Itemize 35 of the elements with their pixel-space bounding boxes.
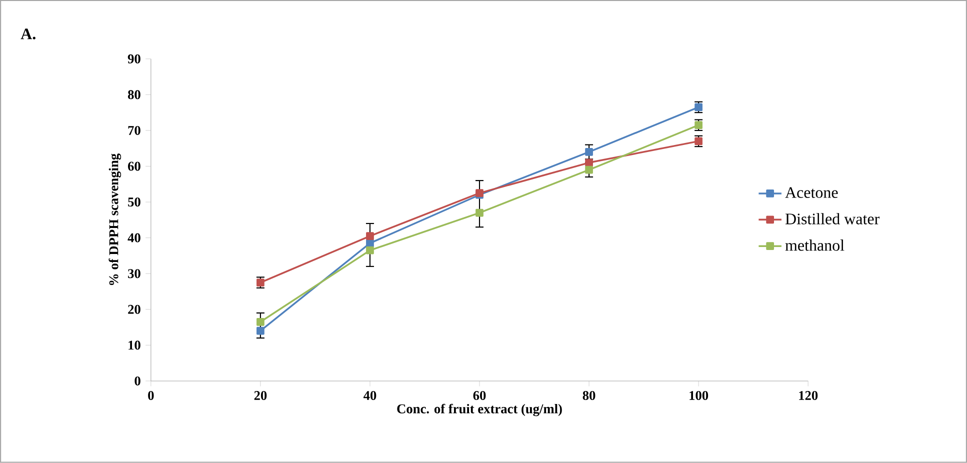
point	[694, 137, 702, 146]
point	[256, 278, 264, 287]
point	[694, 121, 702, 130]
x-tick-label: 20	[254, 391, 267, 400]
point	[366, 246, 374, 254]
point	[694, 103, 702, 112]
y-tick-label: 20	[128, 304, 140, 314]
point	[585, 148, 593, 156]
y-tick-label: 30	[128, 269, 140, 278]
y-tick-label: 60	[128, 162, 140, 171]
x-tick-label: 0	[148, 391, 154, 400]
point	[366, 232, 374, 240]
y-tick-label: 40	[128, 233, 140, 242]
y-tick-label: 0	[134, 376, 140, 386]
legend-label: methanol	[785, 240, 844, 251]
y-tick-label: 70	[128, 126, 140, 136]
point	[256, 327, 264, 335]
x-axis-title: Conc. of fruit extract (ug/ml)	[397, 404, 562, 416]
legend-label: Acetone	[785, 187, 838, 198]
x-tick-label: 120	[799, 391, 818, 400]
x-tick-label: 100	[690, 391, 708, 400]
chart-title: A.	[20, 28, 36, 40]
y-tick-label: 10	[128, 340, 140, 350]
y-tick-label: 50	[128, 198, 140, 207]
point	[256, 318, 264, 326]
point	[585, 166, 593, 174]
x-tick-label: 80	[582, 391, 596, 400]
point	[476, 208, 484, 217]
x-tick-label: 40	[363, 391, 376, 400]
legend-label: Distilled water	[785, 213, 880, 224]
x-tick-label: 60	[473, 391, 486, 400]
y-tick-label: 80	[128, 90, 140, 100]
y-tick-label: 90	[128, 54, 140, 64]
point	[585, 158, 593, 167]
y-axis-title: % of DPPH scavenging	[108, 154, 122, 286]
